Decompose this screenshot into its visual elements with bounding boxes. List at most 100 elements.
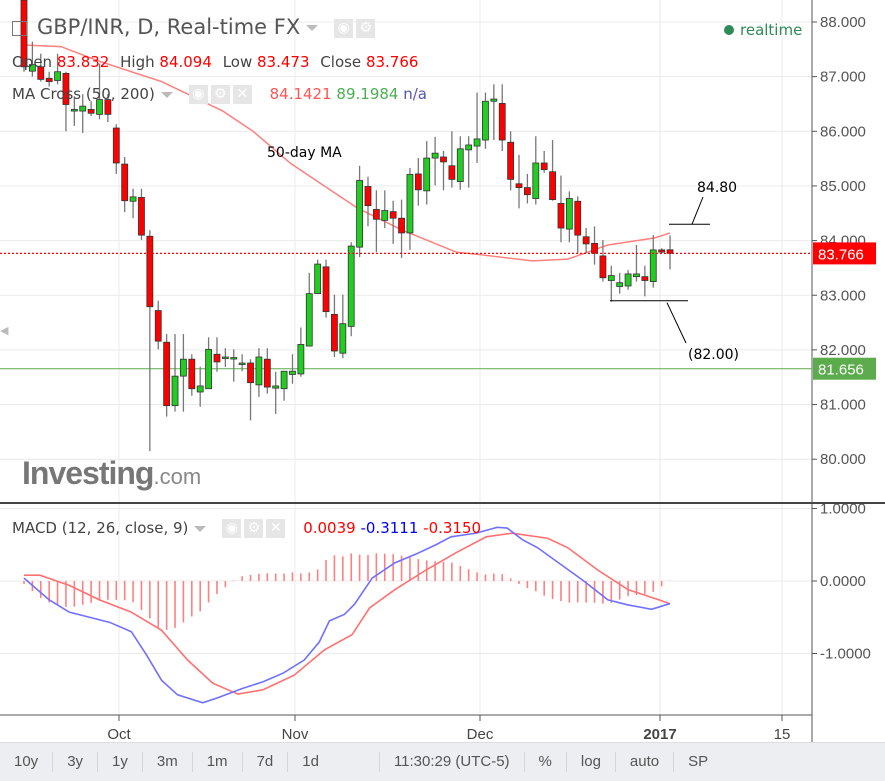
candle-body	[616, 282, 624, 287]
candle	[574, 196, 582, 254]
price-tick-label: 81.000	[820, 397, 866, 414]
candle-body	[70, 109, 78, 112]
candle	[347, 242, 355, 337]
range-7d-button[interactable]: 7d	[243, 752, 289, 772]
gear-icon[interactable]: ⚙	[244, 519, 264, 538]
candle-body	[297, 344, 305, 375]
low-label: Low	[222, 53, 253, 71]
close-icon[interactable]: ✕	[232, 85, 252, 104]
candle	[247, 359, 254, 421]
chart-menu-icon[interactable]	[12, 20, 27, 36]
candle-body	[28, 64, 36, 72]
percent-scale-button[interactable]: %	[525, 752, 567, 772]
sp-button[interactable]: SP	[688, 753, 709, 770]
candle	[565, 191, 573, 243]
candle	[456, 136, 464, 190]
range-10y-button[interactable]: 10y	[0, 752, 54, 772]
candle-body	[549, 171, 556, 201]
candle-body	[490, 98, 498, 102]
range-3y-button[interactable]: 3y	[53, 752, 99, 772]
range-1m-button[interactable]: 1m	[193, 752, 243, 772]
candle-body	[414, 173, 422, 191]
range-1y-button[interactable]: 1y	[98, 752, 143, 772]
candle	[37, 53, 45, 82]
candle-body	[154, 310, 162, 342]
candle-body	[62, 72, 70, 105]
candle	[196, 366, 204, 407]
candle	[289, 354, 296, 384]
candle	[62, 71, 70, 132]
candle	[104, 94, 112, 123]
chevron-down-icon[interactable]	[306, 25, 319, 31]
candle	[423, 141, 431, 205]
macd-line	[23, 526, 671, 704]
chart-canvas[interactable]: 88.00087.00086.00085.00084.00083.00082.0…	[0, 0, 885, 742]
price-tick-label: 87.000	[820, 69, 866, 86]
range-1d-button[interactable]: 1d	[288, 752, 380, 772]
gear-icon[interactable]: ⚙	[210, 85, 230, 104]
candle-body	[96, 99, 103, 115]
chevron-down-icon[interactable]	[160, 91, 173, 98]
candle-body	[482, 100, 489, 141]
candle-body	[431, 152, 439, 159]
annotation-leader-line	[666, 302, 687, 344]
eye-icon[interactable]: ◉	[222, 519, 242, 538]
candle	[112, 124, 120, 174]
auto-scale-button[interactable]: auto	[616, 752, 675, 772]
candle	[431, 136, 439, 186]
macd-label: MACD (12, 26, close, 9)	[12, 519, 189, 537]
candle	[482, 92, 489, 149]
close-label: Close	[320, 53, 362, 71]
candle-body	[221, 356, 229, 359]
eye-icon[interactable]: ◉	[188, 85, 208, 104]
chart-background	[0, 0, 885, 742]
candle-body	[247, 362, 254, 384]
realtime-label: realtime	[740, 21, 803, 39]
ma200-value: 89.1984	[336, 85, 399, 103]
candle-body	[389, 211, 397, 219]
candle	[624, 270, 632, 290]
candle	[154, 300, 162, 350]
candle-body	[448, 165, 456, 180]
candle	[213, 337, 221, 372]
candle-body	[532, 162, 540, 199]
candle	[582, 228, 590, 254]
candle-body	[146, 235, 154, 308]
candle	[96, 63, 103, 120]
candle	[87, 101, 95, 116]
candle-body	[213, 353, 221, 363]
candle	[473, 92, 481, 163]
candle	[414, 158, 422, 206]
candle-body	[574, 200, 582, 236]
candle	[163, 334, 171, 417]
log-scale-button[interactable]: log	[567, 752, 616, 772]
time-tick-label: Nov	[282, 726, 309, 742]
last-price-label: 83.766	[818, 246, 864, 263]
candle-body	[565, 198, 573, 230]
chevron-down-icon[interactable]	[194, 525, 207, 532]
candle-body	[322, 266, 330, 313]
candle-body	[440, 156, 447, 163]
macd-signal-value: -0.3150	[423, 519, 482, 537]
level-price-label: 81.656	[818, 362, 864, 379]
candle	[238, 354, 246, 372]
open-label: Open	[12, 53, 53, 71]
candle	[599, 240, 607, 282]
candle-body	[129, 196, 137, 202]
candle	[221, 348, 229, 367]
price-tick-label: 85.000	[820, 178, 866, 195]
candle-body	[104, 99, 112, 115]
price-tick-label: 80.000	[820, 451, 866, 468]
high-value: 84.094	[159, 53, 212, 71]
candle-body	[188, 358, 196, 390]
close-icon[interactable]: ✕	[266, 519, 286, 538]
candle-body	[138, 197, 145, 236]
candle	[280, 370, 288, 401]
collapse-panel-handle[interactable]: ◀	[0, 324, 9, 337]
clock-timezone[interactable]: 11:30:29 (UTC-5)	[380, 752, 525, 772]
candle-body	[633, 273, 640, 278]
range-3m-button[interactable]: 3m	[143, 752, 193, 772]
candle-body	[280, 370, 288, 390]
gear-icon[interactable]: ⚙	[356, 18, 376, 38]
eye-icon[interactable]: ◉	[334, 18, 354, 38]
